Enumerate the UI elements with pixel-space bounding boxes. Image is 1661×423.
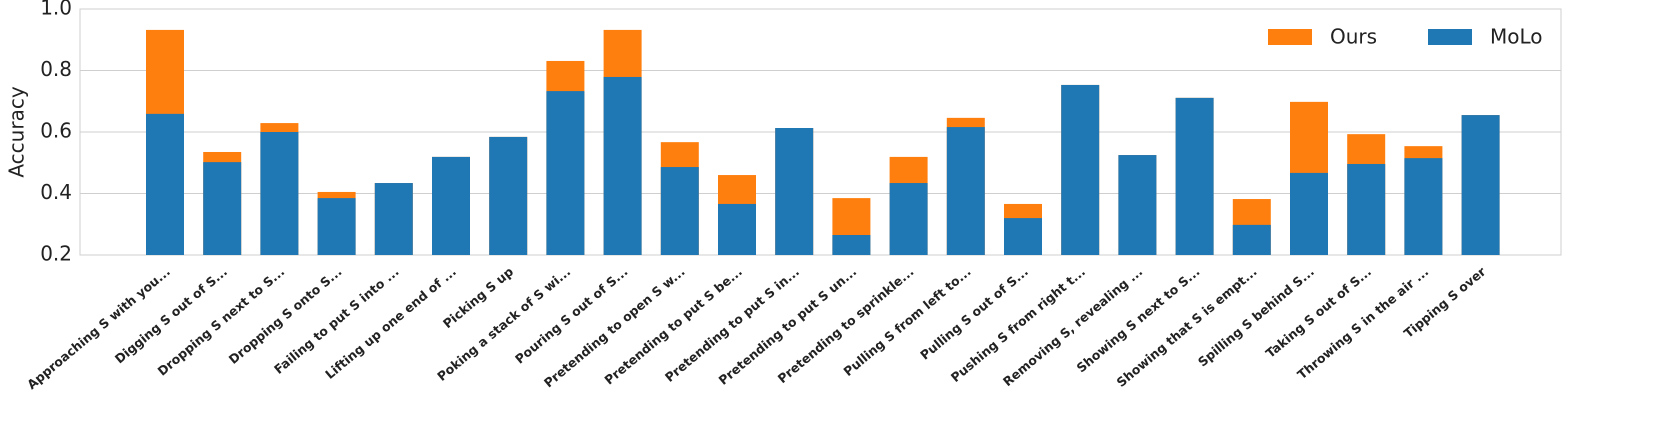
y-tick-label: 0.4 [40,180,72,204]
bar [546,91,585,255]
bar [603,76,642,256]
x-tick-label: Digging S out of S... [112,264,230,367]
y-tick-label: 0.2 [40,242,72,266]
bar [1118,155,1157,255]
y-tick-label: 1.0 [40,0,72,20]
bar [489,136,528,255]
x-tick-label: Spilling S behind S... [1195,264,1317,370]
x-tick-label: Pulling S out of S... [917,264,1031,363]
bar [946,127,985,255]
bar [1347,163,1386,255]
bar [146,113,184,255]
bar [203,162,242,255]
bar [1290,172,1328,255]
legend-label: MoLo [1490,25,1543,49]
bar [260,132,299,255]
bar [1175,97,1214,256]
bar [660,167,699,255]
x-tick-label: Dropping S onto S... [226,264,345,367]
bar [832,235,871,255]
y-tick-label: 0.8 [40,57,72,81]
x-tick-label: Taking S out of S... [1263,264,1374,361]
bar [432,156,470,255]
bar [1004,218,1042,255]
bar [775,128,814,255]
bar [317,198,356,255]
legend-swatch [1428,29,1472,45]
bar [1404,158,1443,255]
legend-label: Ours [1330,25,1377,49]
bar [718,203,756,255]
bar [889,183,928,255]
bar [1461,115,1500,256]
bar [374,183,413,255]
y-axis-label: Accuracy [5,86,29,177]
x-tick-label: Pouring S out of S... [512,264,630,367]
plot-frame [79,8,1562,256]
bar [1232,224,1271,255]
bar [1061,84,1100,255]
y-tick-label: 0.6 [40,119,72,143]
legend-swatch [1268,29,1312,45]
